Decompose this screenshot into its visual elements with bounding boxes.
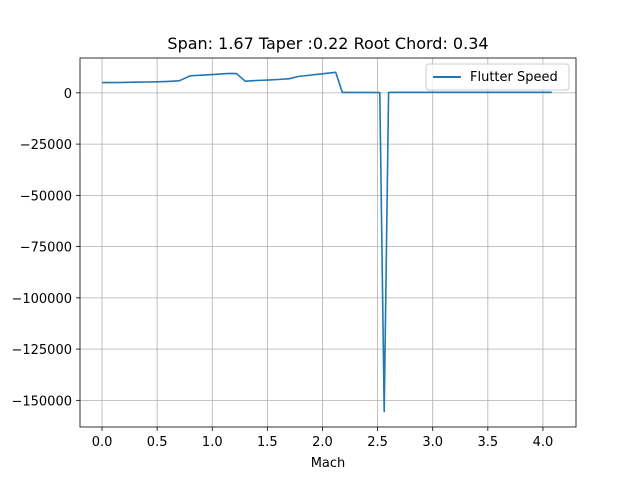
x-axis-label: Mach [311,456,346,471]
x-tick-label: 2.0 [312,435,333,450]
x-tick-label: 3.0 [422,435,443,450]
x-tick-label: 1.0 [202,435,223,450]
series-line-flutter-speed [102,71,552,413]
x-tick-label: 3.5 [477,435,498,450]
y-tick-label: −25000 [20,138,72,153]
tick-layer: 0.0 0.5 1.0 1.5 2.0 2.5 3.0 3.5 4.0 0 −25000 −50000… [11,87,553,450]
x-tick-label: 0.0 [92,435,113,450]
x-tick-label: 1.5 [257,435,278,450]
y-tick-label: −100000 [11,292,72,307]
plot-area-frame [79,57,577,428]
legend-box [425,63,570,91]
legend: Flutter Speed [425,63,570,91]
y-tick-label: −50000 [20,189,72,204]
y-tick-label: −150000 [11,394,72,409]
x-tick-label: 2.5 [367,435,388,450]
x-tick-label: 0.5 [147,435,168,450]
y-tick-label: −75000 [20,241,72,256]
legend-label-flutter-speed: Flutter Speed [470,70,558,85]
chart-title: Span: 1.67 Taper :0.22 Root Chord: 0.34 [167,34,488,53]
x-tick-label: 4.0 [533,435,554,450]
y-tick-label: −125000 [11,343,72,358]
grid-layer [80,58,576,427]
series-layer [102,71,552,413]
y-tick-label: 0 [64,87,72,102]
